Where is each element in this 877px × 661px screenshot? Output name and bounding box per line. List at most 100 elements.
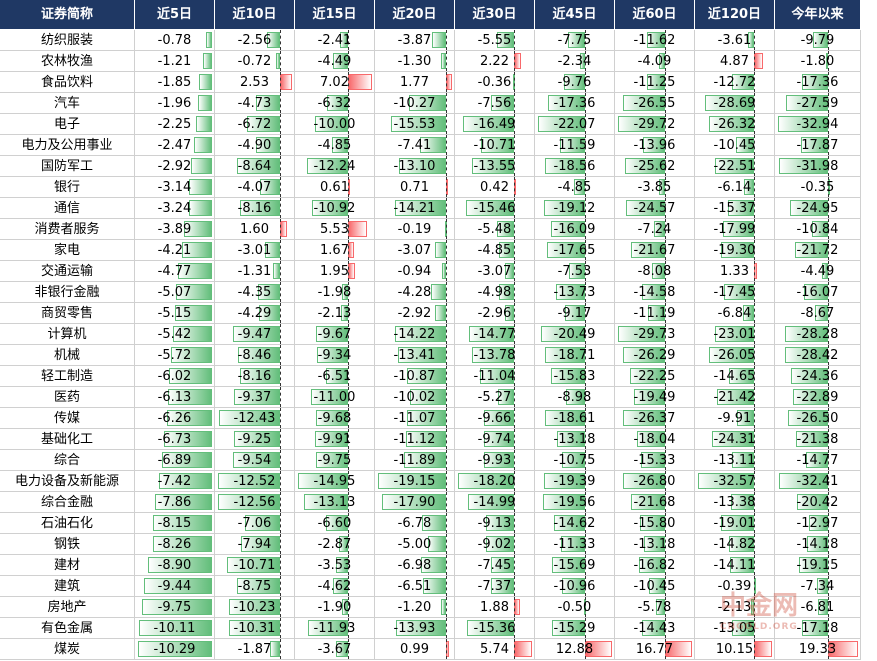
value-text: -0.78 <box>157 33 192 48</box>
value-cell: -12.72 <box>695 72 775 93</box>
value-text: 2.53 <box>240 75 269 90</box>
data-bar <box>458 473 515 489</box>
value-cell: -25.62 <box>615 156 695 177</box>
header-row: 证券简称 近5日 近10日 近15日 近20日 近30日 近45日 近60日 近120日 今年以来 <box>0 0 877 30</box>
bar-axis <box>279 93 281 113</box>
bar-axis <box>665 30 667 50</box>
value-cell: -14.65 <box>695 366 775 387</box>
bar-axis <box>584 492 586 512</box>
value-text: -11.59 <box>553 138 596 153</box>
value-cell: -13.41 <box>375 345 455 366</box>
value-cell: -5.55 <box>455 30 535 51</box>
value-text: -3.61 <box>717 33 752 48</box>
value-text: -29.72 <box>633 117 676 132</box>
value-text: -10.23 <box>233 600 276 615</box>
value-cell: -9.47 <box>215 324 295 345</box>
table-row: 石油石化 -8.15 -7.06 -6.60 -6.78 -9.13 -14.62 -15.8… <box>0 513 877 534</box>
row-name: 电子 <box>0 114 135 135</box>
bar-axis <box>584 513 586 533</box>
value-text: -11.19 <box>633 306 676 321</box>
data-bar <box>626 200 666 216</box>
bar-axis <box>445 345 447 365</box>
value-text: 0.42 <box>480 180 509 195</box>
value-text: -4.09 <box>637 54 672 69</box>
row-name: 综合 <box>0 450 135 471</box>
data-bar <box>497 221 515 237</box>
value-cell: -11.33 <box>535 534 615 555</box>
value-text: -11.62 <box>633 33 676 48</box>
value-text: -9.91 <box>717 411 752 426</box>
row-name: 银行 <box>0 177 135 198</box>
data-bar <box>168 368 212 384</box>
table-row: 建材 -8.90 -10.71 -3.53 -6.98 -7.45 -15.69 -16.82… <box>0 555 877 576</box>
data-bar <box>434 242 446 258</box>
bar-axis <box>348 93 350 113</box>
data-bar <box>246 116 280 132</box>
value-text: -13.18 <box>553 432 596 447</box>
data-bar <box>497 389 515 405</box>
value-text: -2.34 <box>557 54 592 69</box>
value-cell: -9.13 <box>455 513 535 534</box>
data-bar <box>232 452 280 468</box>
data-bar <box>825 53 829 69</box>
bar-axis <box>445 534 447 554</box>
row-name: 交通运输 <box>0 261 135 282</box>
value-cell: -32.94 <box>775 114 861 135</box>
value-cell: -28.28 <box>775 324 861 345</box>
value-text: -3.01 <box>237 243 272 258</box>
bar-axis <box>754 597 756 617</box>
data-bar <box>398 347 446 363</box>
data-bar <box>153 515 212 531</box>
value-cell: -9.68 <box>295 408 375 429</box>
bar-axis <box>514 618 516 638</box>
value-text: -6.89 <box>157 453 192 468</box>
bar-axis <box>445 303 447 323</box>
bar-axis <box>828 219 830 239</box>
value-cell: 5.53 <box>295 219 375 240</box>
value-text: -5.27 <box>477 390 512 405</box>
value-cell: -6.81 <box>775 597 861 618</box>
value-text: -10.29 <box>153 642 196 657</box>
bar-axis <box>665 408 667 428</box>
value-text: -10.11 <box>153 621 196 636</box>
bar-axis <box>514 639 516 659</box>
value-text: -2.96 <box>477 306 512 321</box>
bar-axis <box>445 219 447 239</box>
bar-axis <box>445 471 447 491</box>
value-text: -16.09 <box>553 222 596 237</box>
value-cell: 1.88 <box>455 597 535 618</box>
value-cell: -14.77 <box>775 450 861 471</box>
data-bar <box>652 263 666 279</box>
value-text: -19.30 <box>713 243 756 258</box>
data-bar <box>139 620 212 636</box>
value-cell: -14.22 <box>375 324 455 345</box>
bar-axis <box>279 408 281 428</box>
bar-axis <box>584 114 586 134</box>
bar-axis <box>514 366 516 386</box>
value-text: 1.67 <box>320 243 349 258</box>
bar-axis <box>828 156 830 176</box>
data-bar <box>817 599 829 615</box>
bar-axis <box>348 72 350 92</box>
value-text: -16.82 <box>633 558 676 573</box>
data-bar <box>801 137 829 153</box>
data-bar <box>797 494 829 510</box>
data-bar <box>618 326 666 342</box>
data-bar <box>642 284 666 300</box>
value-text: -9.93 <box>477 453 512 468</box>
value-cell: -29.72 <box>615 114 695 135</box>
bar-axis <box>514 534 516 554</box>
data-bar <box>551 368 585 384</box>
bar-axis <box>754 534 756 554</box>
bar-axis <box>754 576 756 596</box>
value-text: -13.73 <box>553 285 596 300</box>
value-text: -7.41 <box>397 138 432 153</box>
data-bar <box>720 242 755 258</box>
value-cell: -0.19 <box>375 219 455 240</box>
value-text: -6.02 <box>157 369 192 384</box>
data-bar <box>259 179 280 195</box>
value-text: -0.50 <box>557 600 592 615</box>
value-text: -6.32 <box>317 96 352 111</box>
value-cell: -4.85 <box>535 177 615 198</box>
